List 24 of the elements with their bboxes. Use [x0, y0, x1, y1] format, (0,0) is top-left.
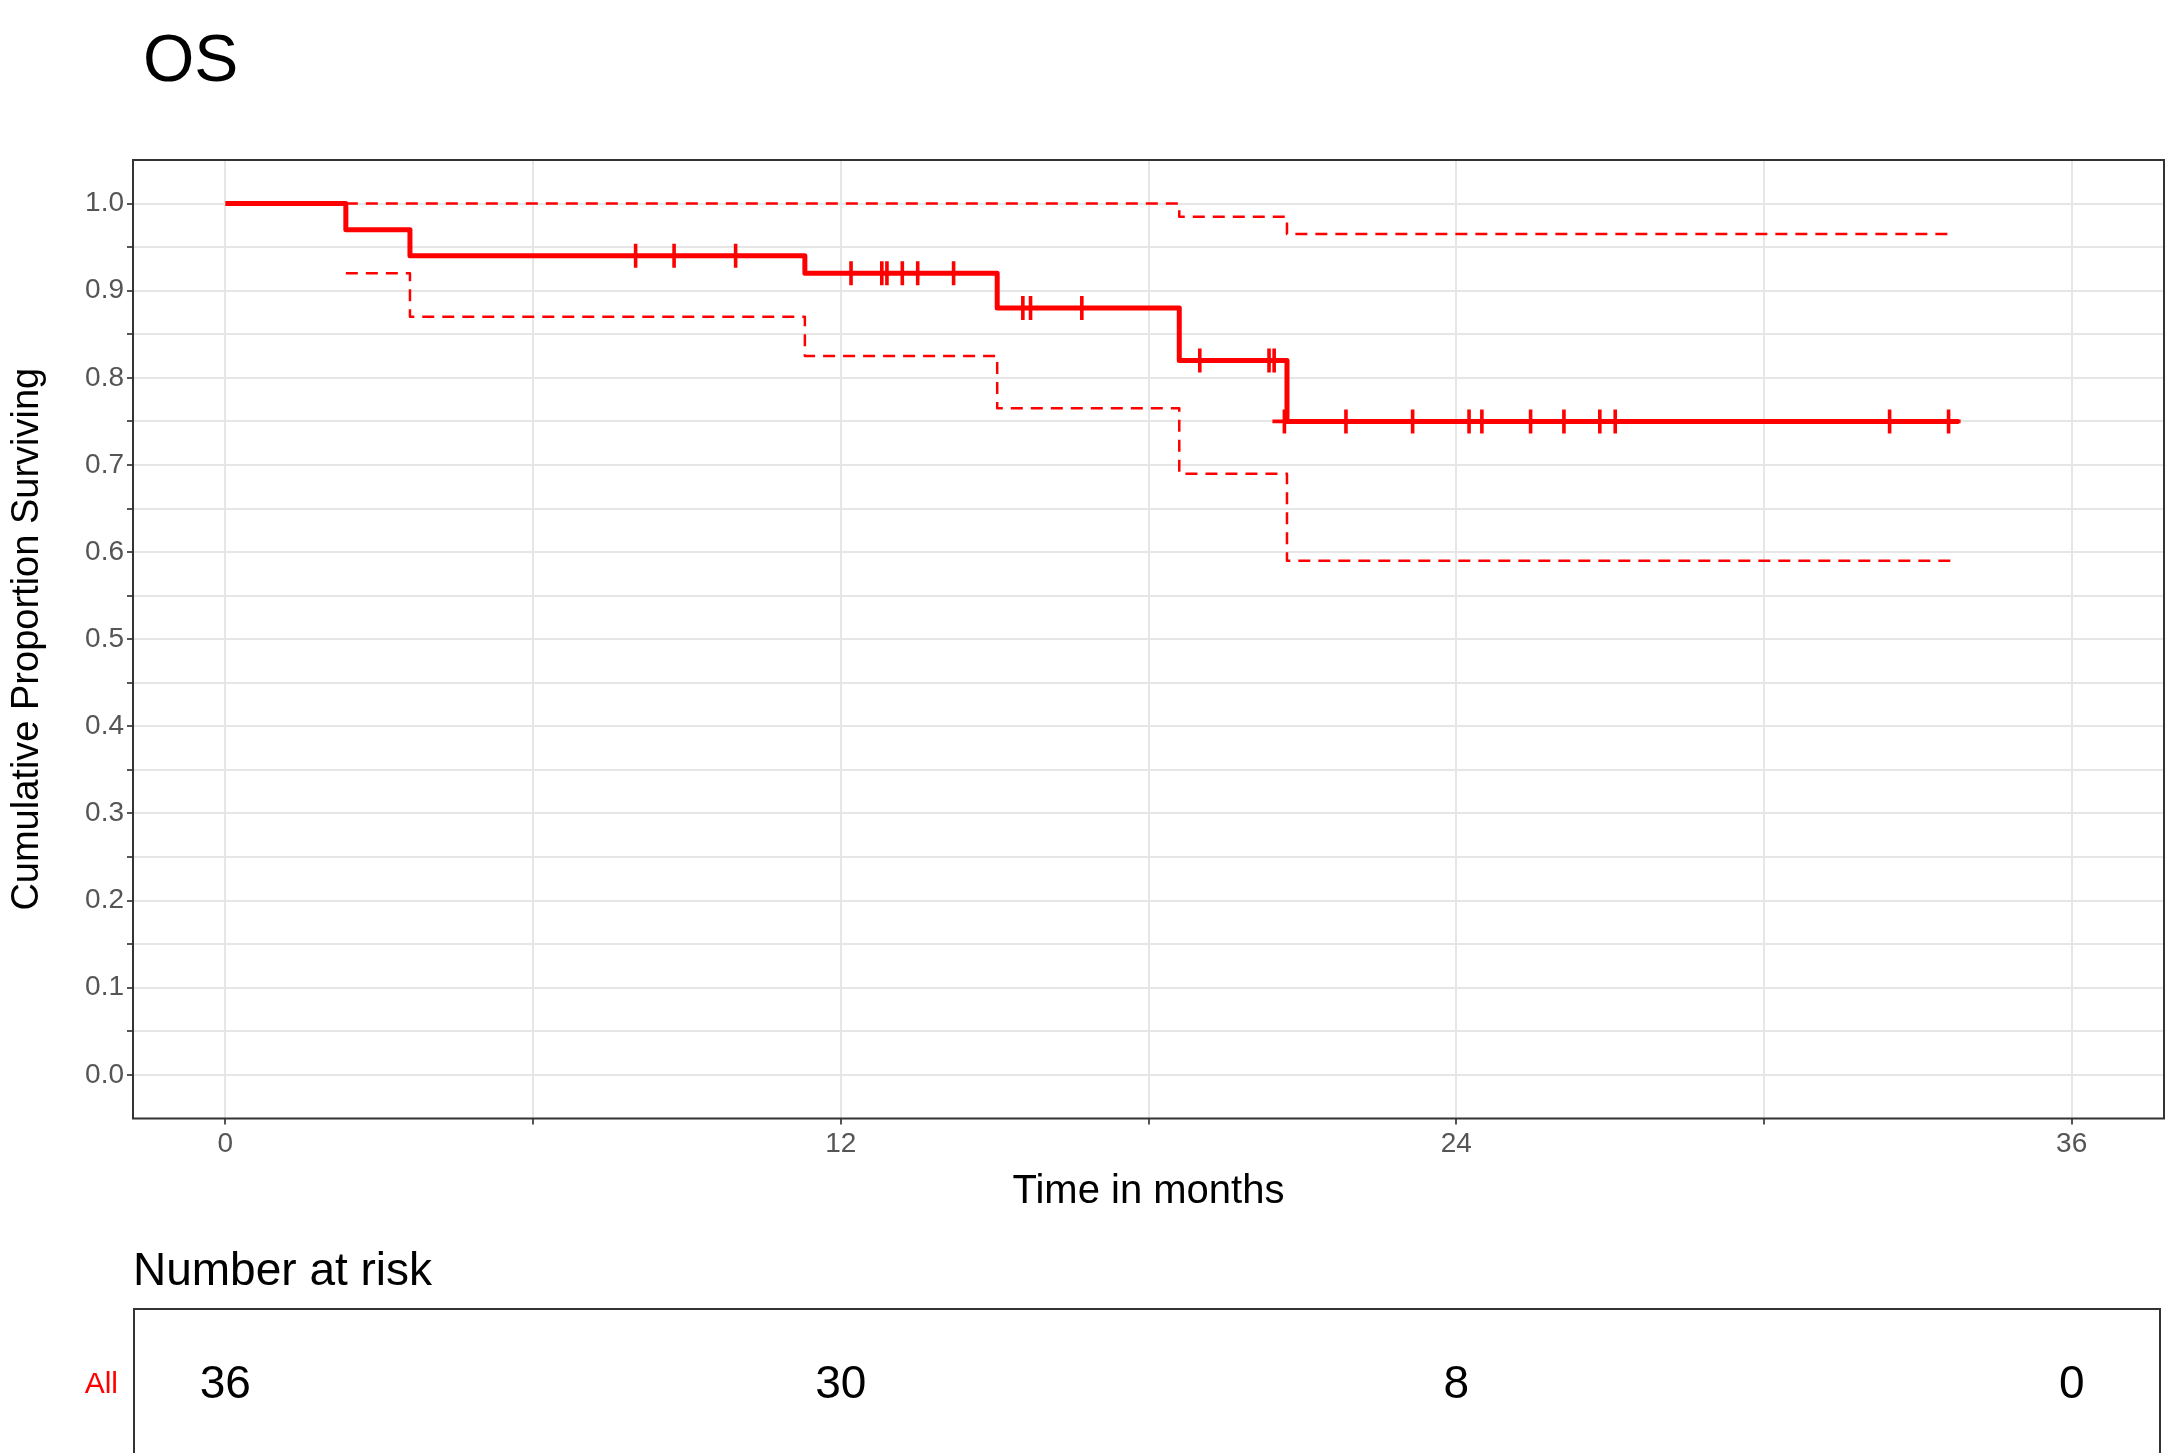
- text: Number at risk: [133, 1242, 433, 1296]
- chart-title: OS: [142, 20, 240, 97]
- data-label: 36: [199, 1355, 251, 1409]
- data-label: 30: [815, 1355, 867, 1409]
- x-tick-label: 36: [2056, 1126, 2088, 1158]
- y-tick-label: 0.9: [85, 273, 124, 305]
- x-axis-title: Time in months: [1012, 1167, 1285, 1212]
- y-tick-label: 1.0: [85, 186, 124, 218]
- y-tick-label: 0.3: [85, 796, 124, 828]
- x-tick-label: 0: [217, 1126, 234, 1158]
- y-tick-label: 0.8: [85, 360, 124, 392]
- y-axis-title: Cumulative Proportion Surviving: [4, 367, 47, 911]
- y-tick-label: 0.4: [85, 709, 124, 741]
- data-label: 8: [1443, 1355, 1470, 1409]
- x-tick-label: 24: [1440, 1126, 1472, 1158]
- legend-label: All: [84, 1366, 118, 1400]
- y-tick-label: 0.5: [85, 621, 124, 653]
- x-tick-label: 12: [825, 1126, 857, 1158]
- y-tick-label: 0.2: [85, 883, 124, 915]
- y-tick-label: 0.1: [85, 970, 124, 1002]
- y-tick-label: 0.6: [85, 534, 124, 566]
- y-tick-label: 0.7: [85, 447, 124, 479]
- data-label: 0: [2058, 1355, 2085, 1409]
- y-tick-label: 0.0: [85, 1057, 124, 1089]
